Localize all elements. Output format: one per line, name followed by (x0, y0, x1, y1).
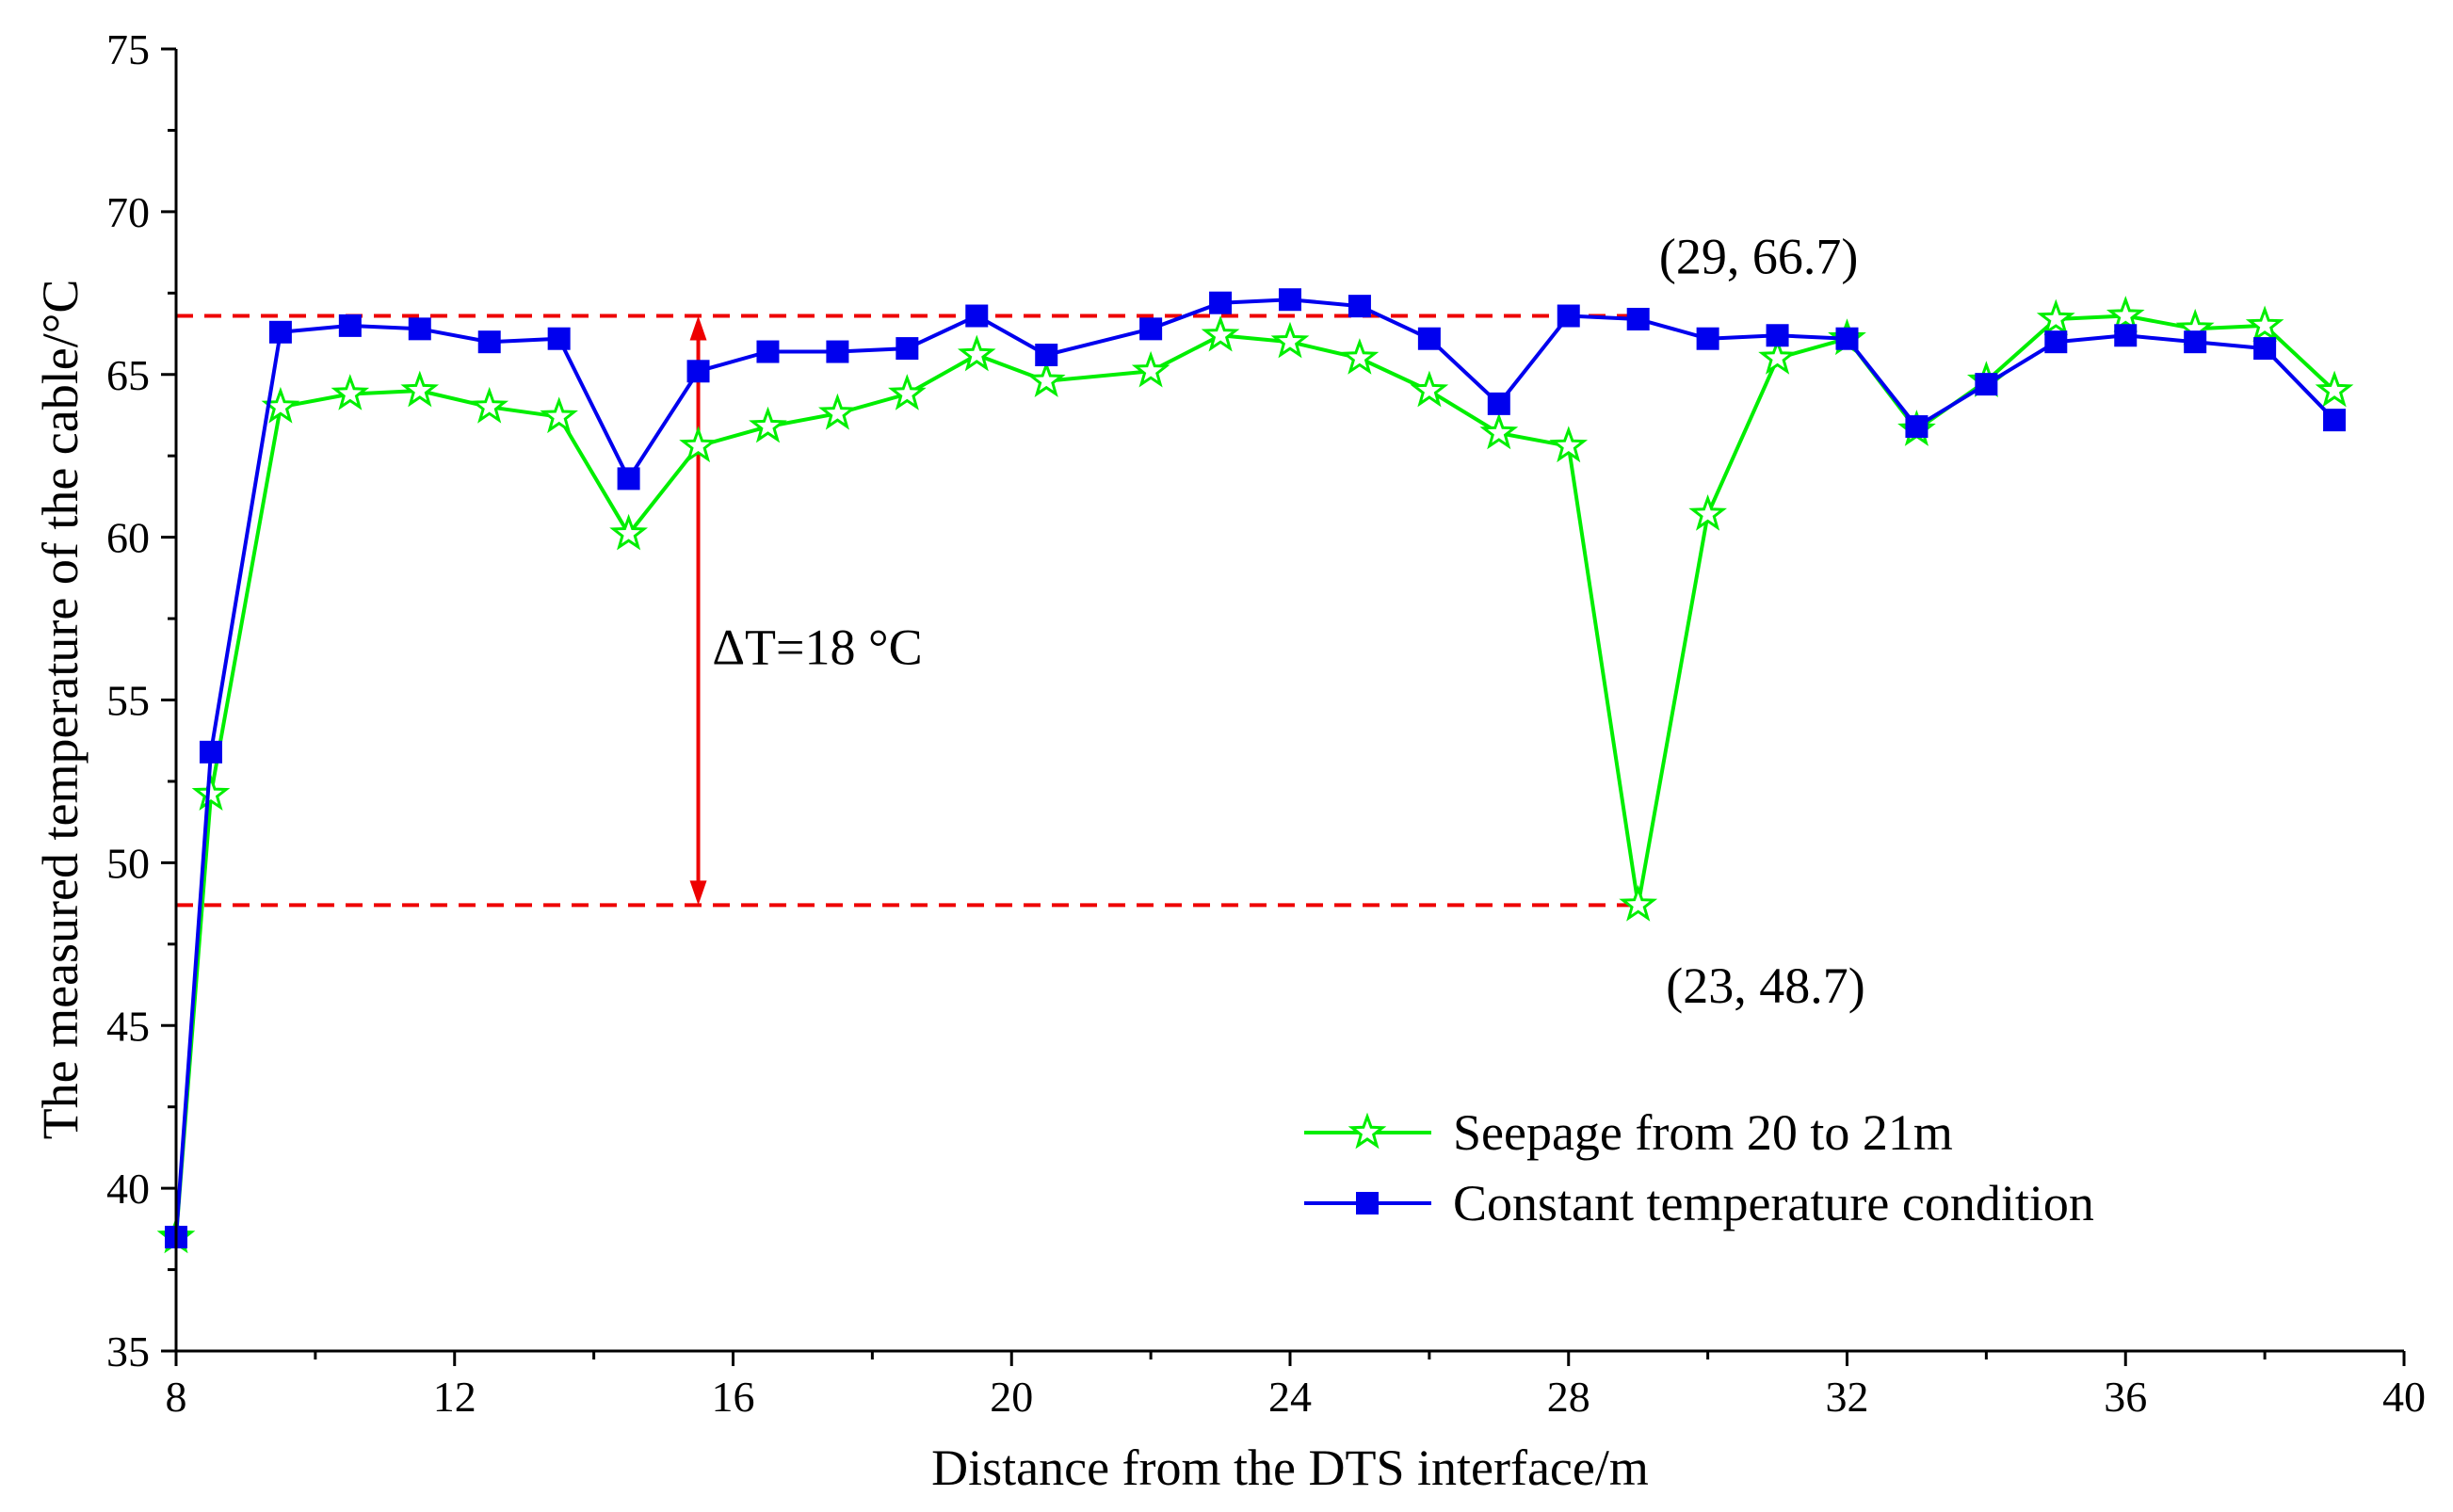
data-point (1479, 412, 1519, 450)
data-point (617, 467, 640, 491)
data-point (1975, 373, 1998, 396)
data-point (191, 774, 231, 812)
legend-label-2: Constant temperature condition (1453, 1175, 2094, 1231)
data-point (1487, 392, 1510, 415)
y-tick-label: 70 (106, 188, 150, 236)
data-point (1410, 370, 1449, 408)
data-point (965, 304, 989, 328)
series-line-1 (174, 314, 2336, 1238)
data-point (1766, 324, 1789, 347)
data-point (679, 426, 718, 463)
data-point (826, 340, 849, 363)
y-tick-label: 45 (106, 1002, 150, 1050)
data-point (1201, 314, 1240, 352)
data-point (686, 360, 710, 383)
data-point (338, 314, 362, 337)
data-point (1340, 338, 1380, 375)
data-point (1131, 350, 1170, 388)
data-point (1417, 327, 1441, 350)
data-point (470, 386, 509, 424)
data-point (408, 317, 431, 341)
axes: 8 12 16 20 24 28 32 36 40 35 40 45 50 55 60 65 70 75 Dista… (32, 25, 2426, 1496)
x-tick-label: 40 (2382, 1373, 2426, 1421)
y-tick-label: 40 (106, 1165, 150, 1213)
y-axis-title: The measured temperature of the cable/°C (32, 280, 89, 1140)
data-point (1549, 426, 1589, 463)
data-point (331, 374, 370, 410)
series-1 (156, 296, 2354, 1254)
legend-label-1: Seepage from 20 to 21m (1453, 1104, 1953, 1161)
data-point (2253, 337, 2277, 361)
annotations: ΔT=18 °C (29, 66.7) (23, 48.7) (712, 229, 1864, 1014)
legend: Seepage from 20 to 21m Constant temperatu… (1304, 1104, 2094, 1231)
data-point (1139, 317, 1163, 341)
data-point (749, 406, 787, 443)
data-point (2184, 330, 2207, 354)
delta-arrow-head-bottom (689, 880, 707, 906)
x-tick-label: 32 (1826, 1373, 1869, 1421)
x-axis-title: Distance from the DTS interface/m (931, 1440, 1649, 1496)
x-tick-label: 28 (1547, 1373, 1590, 1421)
x-tick-label: 36 (2104, 1373, 2147, 1421)
x-tick-label: 12 (433, 1373, 476, 1421)
y-tick-label: 65 (106, 351, 150, 399)
legend-marker-2 (1356, 1192, 1379, 1214)
data-point (2114, 324, 2138, 347)
data-point (268, 320, 292, 344)
x-tick-label: 20 (990, 1373, 1033, 1421)
data-point (896, 337, 919, 361)
y-tick-label: 60 (106, 514, 150, 562)
series-line-2 (174, 298, 2336, 1238)
delta-arrow-head-top (689, 315, 707, 341)
data-point (1209, 291, 1233, 314)
data-point (1270, 321, 1310, 359)
data-point (1835, 327, 1859, 350)
y-tick-label: 75 (106, 25, 150, 73)
x-tick-label: 8 (166, 1373, 187, 1421)
legend-marker-1 (1348, 1112, 1387, 1150)
data-point (477, 330, 501, 354)
data-point (547, 327, 571, 350)
series-layer (156, 288, 2354, 1254)
data-point (756, 340, 780, 363)
x-tick-label: 16 (712, 1373, 755, 1421)
annotation-1: ΔT=18 °C (712, 619, 922, 675)
data-point (400, 370, 440, 408)
data-point (957, 334, 996, 372)
data-point (1279, 288, 1301, 312)
annotation-2: (29, 66.7) (1659, 229, 1858, 285)
data-point (540, 396, 578, 434)
data-point (818, 393, 857, 430)
data-point (1696, 327, 1719, 350)
y-tick-label: 35 (106, 1327, 150, 1375)
y-tick-label: 55 (106, 677, 150, 725)
x-tick-label: 24 (1268, 1373, 1312, 1421)
annotation-3: (23, 48.7) (1666, 957, 1864, 1014)
data-point (2106, 296, 2145, 332)
series-2 (165, 288, 2347, 1248)
data-point (1348, 295, 1371, 318)
data-point (1688, 493, 1727, 531)
data-point (2245, 305, 2284, 343)
data-point (1026, 361, 1066, 397)
data-point (1619, 884, 1658, 922)
data-point (199, 740, 222, 764)
data-point (1035, 344, 1058, 367)
y-tick-label: 50 (106, 839, 150, 887)
data-point (2315, 370, 2354, 408)
data-point (1758, 338, 1797, 375)
data-point (1626, 307, 1650, 330)
data-point (609, 513, 648, 551)
data-point (1557, 304, 1580, 328)
data-point (2323, 409, 2347, 432)
data-point (2036, 298, 2075, 336)
data-point (1905, 415, 1929, 439)
data-point (888, 374, 927, 410)
data-point (2044, 330, 2068, 354)
